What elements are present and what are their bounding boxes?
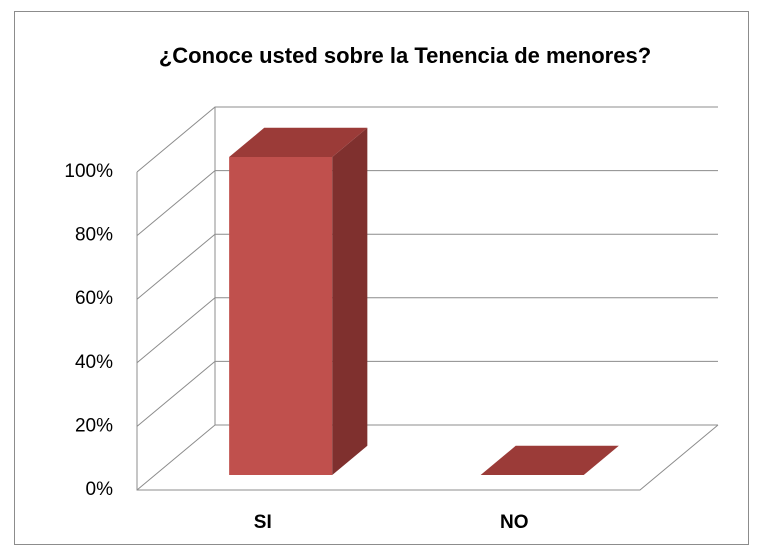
y-tick-label: 80% [75,225,113,246]
grid-line [136,360,718,427]
grid-line [136,106,718,173]
bar-front [229,157,333,476]
chart-border [14,11,749,545]
bar [480,445,619,476]
grid-line [136,297,718,364]
y-tick-label: 0% [86,479,114,500]
y-tick-label: 100% [64,161,113,182]
grid-line [136,170,718,236]
bar [229,127,368,476]
y-tick-label: 60% [75,288,113,309]
x-tick-label: NO [500,512,529,533]
grid-line [136,424,718,491]
y-tick-label: 20% [75,415,113,436]
y-tick-label: 40% [75,352,113,373]
grid-line [136,233,718,300]
bar-top [480,445,619,476]
wall-edge [136,172,719,491]
chart-title: ¿Conoce usted sobre la Tenencia de menor… [159,43,651,68]
bar-side [332,127,368,476]
bar-top [229,127,368,158]
x-tick-label: SI [254,512,272,533]
